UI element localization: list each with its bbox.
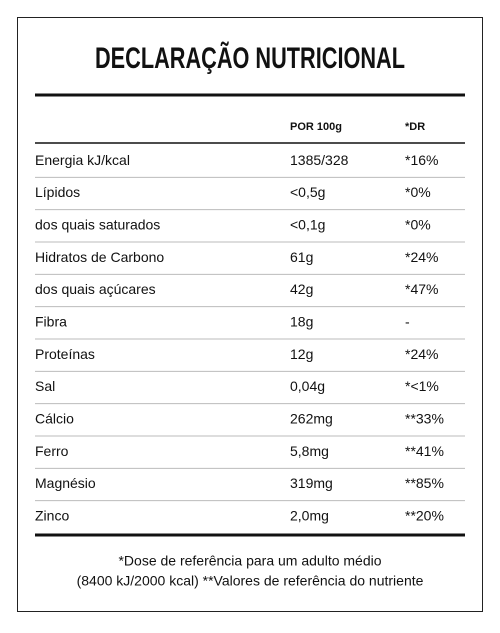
per-100g-value: 61g <box>290 249 313 265</box>
dr-value: **33% <box>405 411 444 427</box>
per-100g-value: 12g <box>290 346 313 362</box>
label-border <box>17 17 483 612</box>
dr-value: *<1% <box>405 378 439 394</box>
nutrient-name: Fibra <box>35 314 67 330</box>
dr-value: **20% <box>405 508 444 524</box>
header-dr: *DR <box>405 121 425 133</box>
dr-value: *24% <box>405 346 438 362</box>
dr-value: *0% <box>405 184 431 200</box>
per-100g-value: 5,8mg <box>290 443 329 459</box>
per-100g-value: 18g <box>290 314 313 330</box>
dr-value: **41% <box>405 443 444 459</box>
nutrient-name: Lípidos <box>35 184 80 200</box>
per-100g-value: <0,5g <box>290 184 325 200</box>
nutrient-name: Proteínas <box>35 346 95 362</box>
nutrient-name: Cálcio <box>35 411 74 427</box>
nutrient-name: Ferro <box>35 443 69 459</box>
nutrient-name: Magnésio <box>35 475 96 491</box>
dr-value: *16% <box>405 152 438 168</box>
footnote-line: (8400 kJ/2000 kcal) **Valores de referên… <box>77 573 424 589</box>
per-100g-value: <0,1g <box>290 217 325 233</box>
dr-value: - <box>405 314 410 330</box>
dr-value: *47% <box>405 281 438 297</box>
per-100g-value: 0,04g <box>290 378 325 394</box>
nutrient-name: Energia kJ/kcal <box>35 152 130 168</box>
dr-value: *0% <box>405 217 431 233</box>
dr-value: **85% <box>405 475 444 491</box>
title: DECLARAÇÃO NUTRICIONAL <box>95 41 405 75</box>
per-100g-value: 1385/328 <box>290 152 349 168</box>
footnote-line: *Dose de referência para um adulto médio <box>118 553 381 569</box>
dr-value: *24% <box>405 249 438 265</box>
per-100g-value: 319mg <box>290 475 333 491</box>
nutrient-name: dos quais açúcares <box>35 281 156 297</box>
per-100g-value: 2,0mg <box>290 508 329 524</box>
per-100g-value: 42g <box>290 281 313 297</box>
nutrient-name: Sal <box>35 378 55 394</box>
nutrient-name: Zinco <box>35 508 69 524</box>
nutrient-name: Hidratos de Carbono <box>35 249 164 265</box>
per-100g-value: 262mg <box>290 411 333 427</box>
header-per-100g: POR 100g <box>290 121 342 133</box>
nutrient-name: dos quais saturados <box>35 217 160 233</box>
